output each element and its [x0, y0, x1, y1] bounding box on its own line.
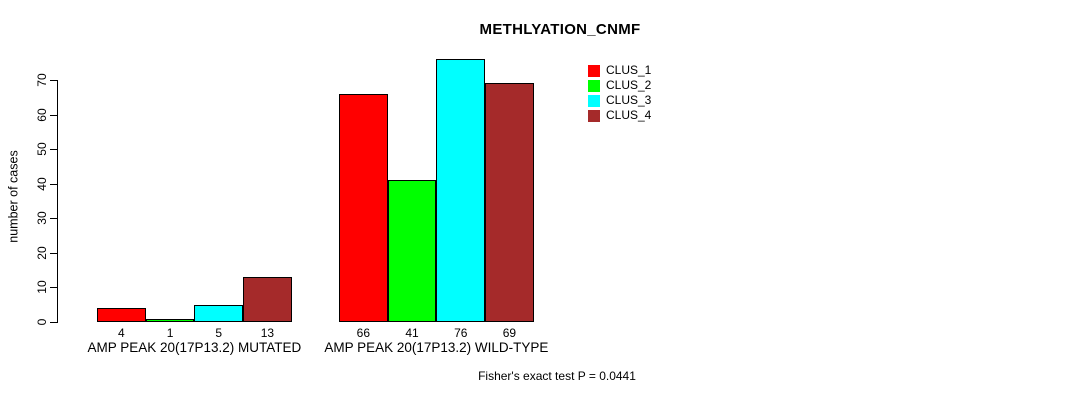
- legend: CLUS_1 CLUS_2 CLUS_3 CLUS_4: [588, 63, 651, 123]
- bar-clus_2-group-2: [387, 180, 437, 322]
- bar-clus_2-group-1: [145, 318, 195, 322]
- y-axis-tick-label: 10: [35, 280, 49, 294]
- legend-label: CLUS_4: [606, 108, 652, 122]
- legend-swatch: [588, 64, 600, 77]
- legend-item: CLUS_4: [588, 108, 651, 123]
- legend-item: CLUS_2: [588, 78, 651, 93]
- legend-item: CLUS_3: [588, 93, 651, 108]
- legend-item: CLUS_1: [588, 63, 651, 78]
- y-axis-tick-label: 40: [35, 177, 49, 191]
- legend-swatch: [588, 94, 600, 107]
- y-axis-tick: [50, 149, 57, 150]
- bar-value-label: 1: [166, 326, 174, 340]
- legend-label: CLUS_2: [606, 78, 652, 92]
- y-axis-tick-label: 20: [35, 246, 49, 260]
- bar-clus_3-group-1: [194, 304, 244, 322]
- chart-title: METHLYATION_CNMF: [479, 21, 641, 38]
- category-label: AMP PEAK 20(17P13.2) MUTATED: [87, 340, 302, 355]
- y-axis-tick-label: 60: [35, 108, 49, 122]
- legend-label: CLUS_3: [606, 93, 652, 107]
- y-axis-tick: [50, 80, 57, 81]
- bar-value-label: 13: [260, 326, 275, 340]
- y-axis-tick: [50, 184, 57, 185]
- bar-clus_1-group-2: [339, 93, 388, 322]
- category-label: AMP PEAK 20(17P13.2) WILD-TYPE: [324, 340, 549, 355]
- legend-swatch: [588, 79, 600, 92]
- bar-value-label: 66: [356, 326, 371, 340]
- y-axis-tick: [50, 218, 57, 219]
- bar-clus_4-group-1: [243, 277, 292, 322]
- bar-value-label: 5: [215, 326, 223, 340]
- y-axis-tick-label: 30: [35, 211, 49, 225]
- y-axis-tick-label: 0: [35, 318, 49, 326]
- y-axis-line: [57, 80, 58, 323]
- y-axis-tick: [50, 322, 57, 323]
- bar-clus_1-group-1: [97, 308, 146, 322]
- bar-clus_3-group-2: [436, 59, 486, 322]
- fisher-test-note: Fisher's exact test P = 0.0441: [478, 369, 636, 383]
- y-axis-tick-label: 70: [35, 73, 49, 87]
- y-axis-tick-label: 50: [35, 142, 49, 156]
- bar-value-label: 76: [454, 326, 468, 340]
- bar-value-label: 4: [118, 326, 125, 340]
- y-axis-label: number of cases: [6, 150, 21, 243]
- bar-clus_4-group-2: [485, 83, 534, 322]
- legend-swatch: [588, 109, 600, 122]
- legend-label: CLUS_1: [606, 63, 652, 77]
- bar-value-label: 41: [405, 326, 419, 340]
- y-axis-tick: [50, 287, 57, 288]
- y-axis-tick: [50, 253, 57, 254]
- y-axis-tick: [50, 115, 57, 116]
- bar-value-label: 69: [502, 326, 517, 340]
